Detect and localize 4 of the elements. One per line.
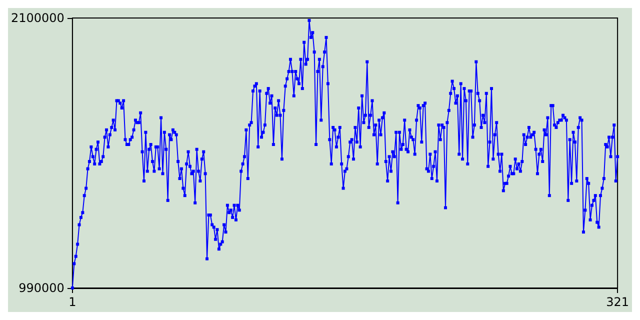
x-tick-label: 321	[606, 295, 629, 309]
y-tick-label: 2100000	[10, 11, 64, 25]
x-tick-label: 1	[68, 295, 76, 309]
y-tick-label: 990000	[18, 281, 64, 295]
